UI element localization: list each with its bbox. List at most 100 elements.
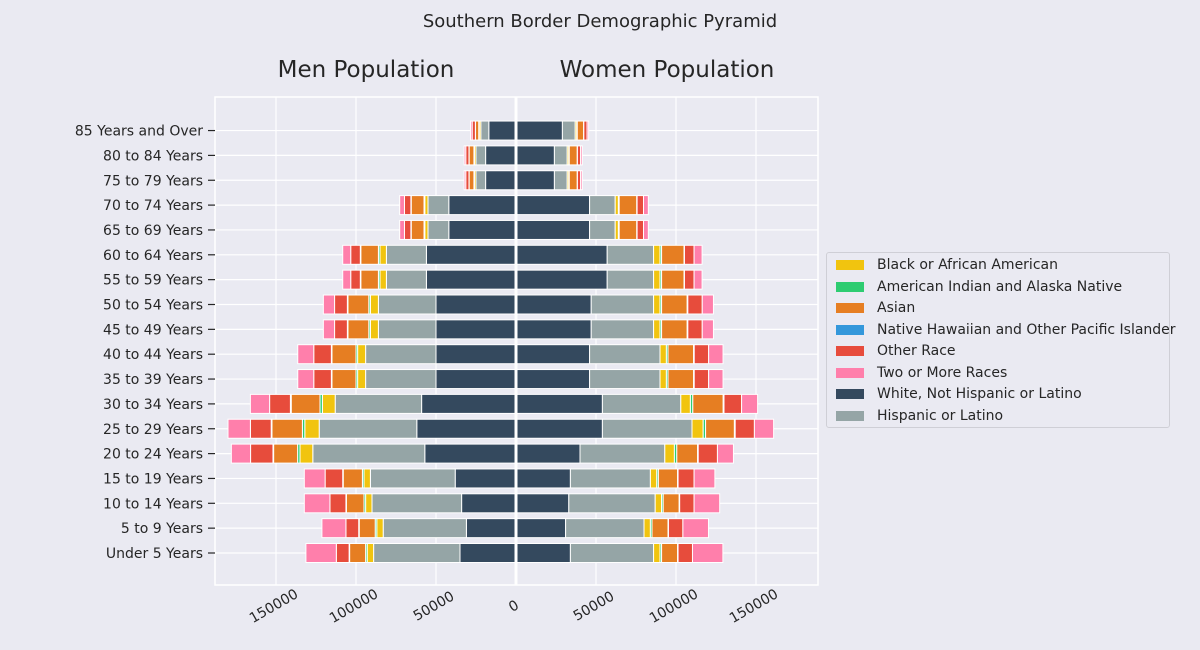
men-bar <box>403 195 412 216</box>
women-bar <box>618 195 638 216</box>
men-bar <box>297 344 315 365</box>
men-bar <box>363 468 371 489</box>
y-tick-label: 75 to 79 Years <box>103 173 203 189</box>
women-bar <box>553 145 568 166</box>
legend-label: Hispanic or Latino <box>877 407 1004 424</box>
men-bar <box>421 393 517 414</box>
men-bar <box>454 468 517 489</box>
y-tick-label: 20 to 24 Years <box>103 447 203 463</box>
men-bar <box>379 244 387 265</box>
men-bar <box>488 120 517 141</box>
men-bar <box>334 319 348 340</box>
women-bar <box>579 443 666 464</box>
men-bar <box>358 518 376 539</box>
legend-swatch <box>835 259 865 271</box>
women-bar <box>589 369 661 390</box>
women-bar <box>515 170 555 191</box>
legend-item: Black or African American <box>835 256 1058 274</box>
women-bar <box>691 543 724 563</box>
women-bar <box>667 369 695 390</box>
men-bar <box>373 543 461 563</box>
women-bar <box>515 344 591 365</box>
legend-item: Asian <box>835 299 915 317</box>
men-bar <box>227 418 251 439</box>
women-bar <box>693 493 721 514</box>
women-bar <box>568 170 578 191</box>
men-bar <box>342 269 352 290</box>
women-bar <box>643 195 649 216</box>
women-bar <box>705 418 735 439</box>
women-bar <box>653 543 661 563</box>
women-bar <box>580 170 583 191</box>
men-bar <box>385 244 427 265</box>
men-bar <box>313 344 332 365</box>
men-bar <box>448 219 517 240</box>
men-bar <box>377 294 437 315</box>
men-bar <box>468 170 475 191</box>
men-bar <box>360 244 379 265</box>
legend-item: Two or More Races <box>835 364 1007 382</box>
x-tick-label: 100000 <box>327 586 381 627</box>
women-bar <box>693 369 710 390</box>
men-bar <box>303 468 326 489</box>
women-panel-title: Women Population <box>560 57 775 83</box>
men-bar <box>349 543 367 563</box>
women-bar <box>693 269 703 290</box>
women-bar <box>515 319 592 340</box>
legend-label: Asian <box>877 300 916 316</box>
chart-title: Southern Border Demographic Pyramid <box>423 11 777 32</box>
women-bar <box>653 294 661 315</box>
x-tick-label: 0 <box>506 597 522 615</box>
x-tick-label: 150000 <box>727 586 781 627</box>
men-bar <box>461 493 517 514</box>
women-bar <box>576 120 585 141</box>
men-bar <box>297 369 315 390</box>
y-tick-label: 80 to 84 Years <box>103 148 203 164</box>
women-bar <box>515 493 570 514</box>
women-bar <box>661 543 679 563</box>
women-bar <box>606 269 655 290</box>
y-tick-label: 10 to 14 Years <box>103 496 203 512</box>
y-tick-label: 35 to 39 Years <box>103 372 203 388</box>
men-bar <box>324 468 344 489</box>
men-bar <box>448 195 517 216</box>
women-bar <box>676 443 699 464</box>
men-bar <box>485 145 517 166</box>
women-bar <box>568 493 656 514</box>
men-bar <box>342 244 352 265</box>
women-bar <box>677 543 693 563</box>
legend-label: Two or More Races <box>877 364 1008 381</box>
men-bar <box>485 170 517 191</box>
men-bar <box>331 344 357 365</box>
women-bar <box>636 219 645 240</box>
women-bar <box>569 468 651 489</box>
men-bar <box>342 468 363 489</box>
women-bar <box>701 319 714 340</box>
women-bar <box>515 543 571 563</box>
men-bar <box>350 244 361 265</box>
women-bar <box>659 369 667 390</box>
women-bar <box>515 294 592 315</box>
legend: Black or African American American Indian… <box>826 252 1176 428</box>
y-tick-label: 30 to 34 Years <box>103 397 203 413</box>
women-bar <box>515 369 591 390</box>
y-tick-label: 15 to 19 Years <box>103 471 203 487</box>
men-bar <box>365 344 437 365</box>
men-bar <box>424 443 517 464</box>
women-bar <box>683 269 695 290</box>
men-bar <box>399 219 405 240</box>
men-bar <box>435 319 517 340</box>
women-bar <box>589 344 661 365</box>
men-bar <box>435 344 517 365</box>
women-bar <box>677 468 695 489</box>
men-bar <box>321 518 347 539</box>
legend-swatch <box>835 366 865 379</box>
men-bar <box>334 294 348 315</box>
x-tick-label: 50000 <box>411 588 458 624</box>
men-bar <box>312 443 426 464</box>
men-bar <box>305 543 337 563</box>
women-bar <box>589 195 616 216</box>
legend-swatch <box>835 409 865 422</box>
men-bar <box>360 269 379 290</box>
